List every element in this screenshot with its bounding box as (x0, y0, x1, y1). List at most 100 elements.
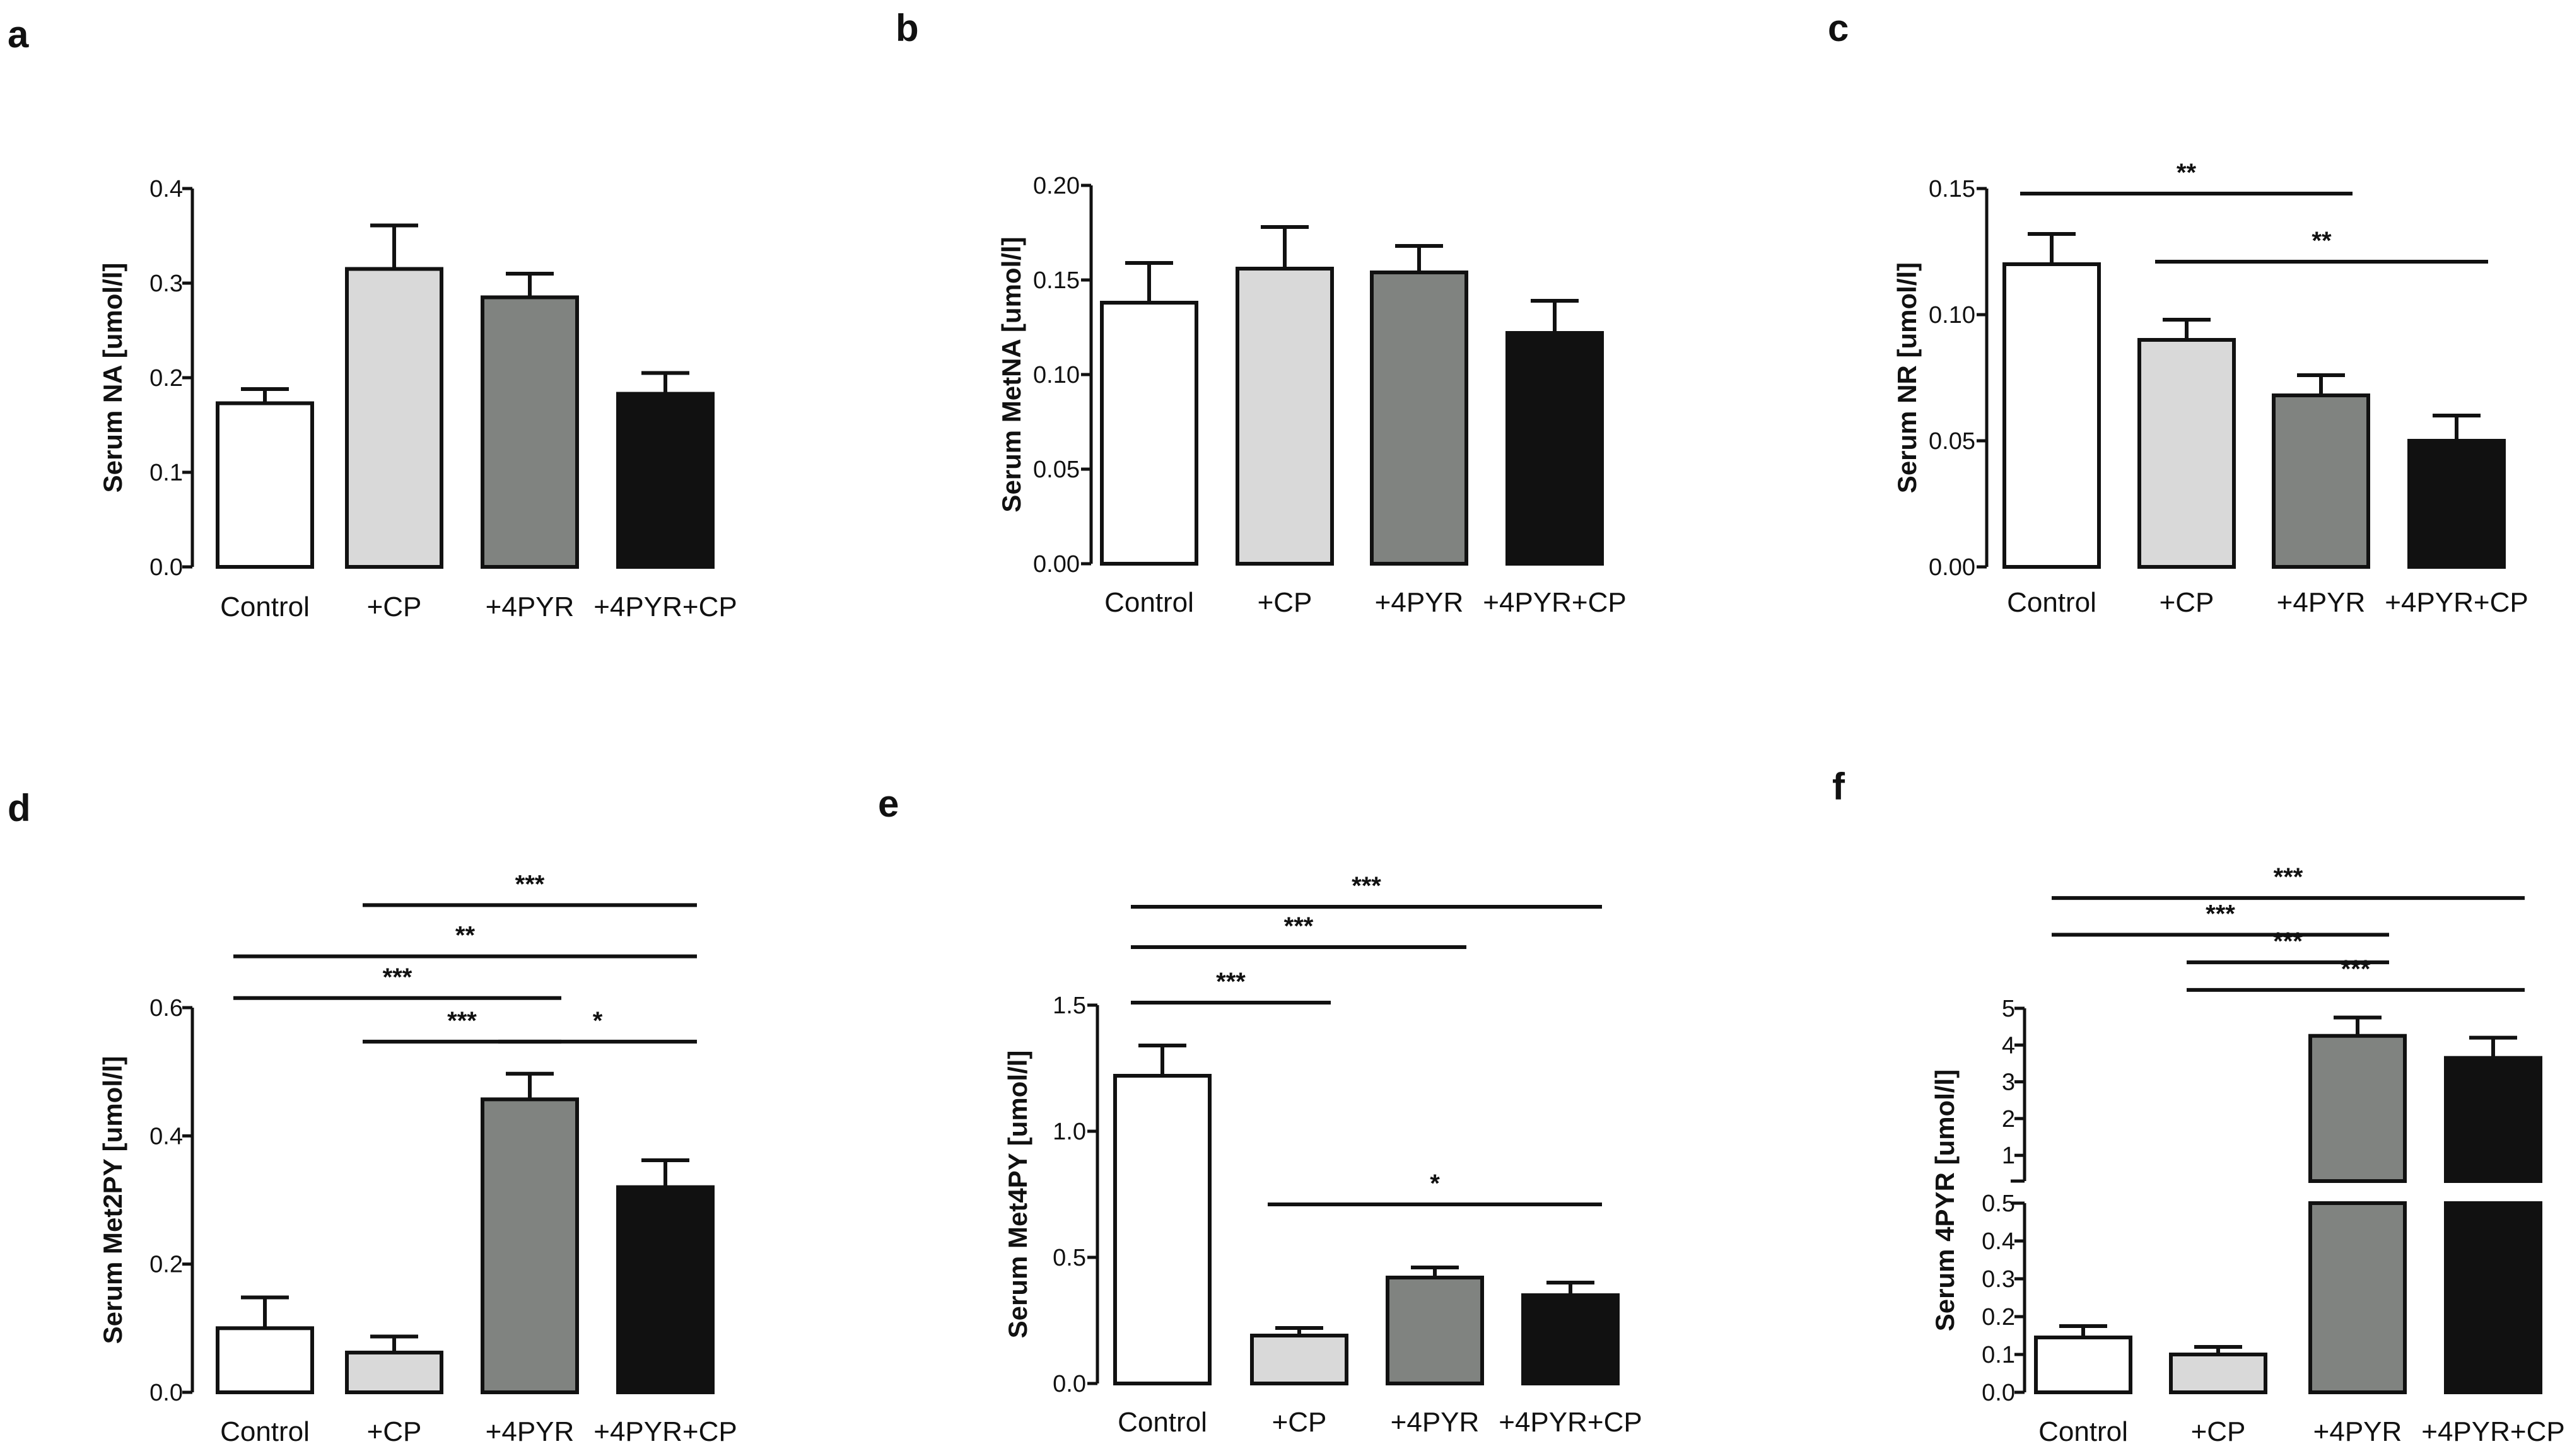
bar (216, 1326, 314, 1394)
y-tick-label: 0.0 (1982, 1380, 2015, 1406)
bar (2169, 1353, 2267, 1394)
bar (2308, 1201, 2407, 1394)
significance-label: *** (515, 870, 545, 898)
bar (481, 295, 579, 569)
x-tick-label: +4PYR+CP (593, 591, 737, 622)
significance-label: * (1430, 1170, 1440, 1197)
y-axis-label: Serum Met4PY [umol/l] (1003, 1051, 1032, 1339)
y-axis-label: Serum 4PYR [umol/l] (1930, 1069, 1960, 1331)
bar (481, 1097, 579, 1394)
x-tick-label: Control (2007, 587, 2096, 618)
bar (2444, 1201, 2542, 1394)
bar (216, 401, 314, 569)
x-tick-label: +CP (367, 1416, 422, 1447)
y-tick-label: 5 (2002, 996, 2015, 1022)
x-tick-label: +CP (2191, 1416, 2246, 1447)
x-tick-label: +4PYR (2277, 587, 2366, 618)
y-tick-label: 0.0 (1053, 1371, 1086, 1397)
x-tick-label: +CP (2160, 587, 2214, 618)
y-tick-label: 0.6 (149, 995, 183, 1022)
bar (345, 267, 443, 569)
panels-group: a 0.0 0.1 0.2 0.3 0.4 Serum NA [umol/l] Control… (8, 7, 2565, 1447)
significance-label: *** (2206, 900, 2235, 928)
bar (1113, 1074, 1212, 1385)
bar (616, 1185, 715, 1394)
panel-label: d (8, 787, 31, 829)
bar (1370, 271, 1468, 566)
y-tick-label: 2 (2002, 1106, 2015, 1133)
bar (1505, 331, 1604, 566)
x-tick-label: +4PYR+CP (1483, 587, 1626, 618)
significance-label: *** (2341, 955, 2371, 983)
y-tick-label: 0.4 (1982, 1228, 2015, 1255)
significance-label: *** (2274, 863, 2303, 891)
panel-f: f 0.0 0.1 0.2 0.3 0.4 0.5 1 2 3 4 5 Serum 4PYR [umol… (1832, 766, 2565, 1447)
y-tick-label: 1.0 (1053, 1119, 1086, 1145)
significance-label: *** (383, 964, 412, 991)
bar (2272, 393, 2370, 569)
y-tick-label: 0.2 (149, 1252, 183, 1278)
y-tick-label: 0.4 (149, 176, 183, 202)
y-tick-label: 0.0 (149, 1380, 183, 1406)
panel-e: e 0.0 0.5 1.0 1.5 Serum Met4PY [umol/l] Contro… (878, 783, 1642, 1438)
y-tick-label: 0.5 (1053, 1245, 1086, 1271)
x-tick-label: Control (1118, 1407, 1207, 1438)
y-axis-label: Serum NR [umol/l] (1892, 262, 1922, 493)
bar (2137, 338, 2236, 569)
y-tick-label: 0.10 (1033, 362, 1080, 388)
y-tick-label: 1 (2002, 1143, 2015, 1169)
y-tick-label: 0.3 (1982, 1266, 2015, 1293)
bar (1236, 267, 1334, 566)
y-tick-label: 0.2 (1982, 1304, 2015, 1331)
significance-label: *** (447, 1007, 477, 1035)
y-tick-label: 0.1 (1982, 1342, 2015, 1368)
bar (2034, 1336, 2132, 1394)
y-tick-label: 0.15 (1929, 176, 1975, 202)
y-tick-label: 3 (2002, 1069, 2015, 1096)
y-tick-label: 0.3 (149, 271, 183, 297)
bar (2002, 262, 2101, 569)
y-tick-label: 0.0 (149, 554, 183, 581)
significance-label: * (593, 1007, 603, 1035)
y-axis-label: Serum MetNA [umol/l] (997, 236, 1026, 512)
bar (1386, 1276, 1484, 1385)
significance-label: *** (1216, 968, 1246, 996)
y-axis-label: Serum Met2PY [umol/l] (98, 1056, 127, 1344)
x-tick-label: +4PYR (1375, 587, 1464, 618)
y-tick-label: 0.1 (149, 460, 183, 486)
panel-d: d 0.0 0.2 0.4 0.6 Serum Met2PY [umol/l] Contro… (8, 787, 737, 1447)
significance-label: *** (2273, 928, 2303, 955)
significance-label: ** (455, 922, 476, 950)
panel-label: b (896, 7, 919, 49)
y-axis-label: Serum NA [umol/l] (98, 263, 127, 493)
significance-label: *** (1284, 912, 1314, 940)
x-tick-label: +CP (1258, 587, 1312, 618)
y-tick-label: 1.5 (1053, 993, 1086, 1019)
x-tick-label: Control (220, 1416, 310, 1447)
panel-label: f (1832, 766, 1845, 808)
bar (1521, 1293, 1620, 1385)
bar (1100, 301, 1198, 566)
y-tick-label: 0.00 (1033, 551, 1080, 578)
x-tick-label: +4PYR+CP (593, 1416, 737, 1447)
x-tick-label: +4PYR+CP (1499, 1407, 1642, 1438)
panel-b: b 0.00 0.05 0.10 0.15 0.20 Serum MetNA [umol/l… (896, 7, 1627, 618)
y-tick-label: 0.15 (1033, 267, 1080, 294)
x-tick-label: +4PYR (2313, 1416, 2402, 1447)
panel-label: c (1828, 7, 1849, 49)
bar (2444, 1056, 2542, 1184)
significance-label: ** (2312, 227, 2332, 255)
y-tick-label: 4 (2002, 1032, 2015, 1059)
panel-a: a 0.0 0.1 0.2 0.3 0.4 Serum NA [umol/l] Control… (8, 13, 737, 622)
y-tick-label: 0.05 (1033, 457, 1080, 483)
x-tick-label: +4PYR+CP (2421, 1416, 2564, 1447)
significance-label: *** (1352, 872, 1381, 900)
y-tick-label: 0.2 (149, 365, 183, 392)
x-tick-label: +CP (1272, 1407, 1327, 1438)
bar (1250, 1334, 1348, 1385)
significance-label: ** (2177, 159, 2197, 187)
panel-label: a (8, 13, 29, 55)
bar (2308, 1034, 2407, 1183)
bar (616, 392, 715, 569)
